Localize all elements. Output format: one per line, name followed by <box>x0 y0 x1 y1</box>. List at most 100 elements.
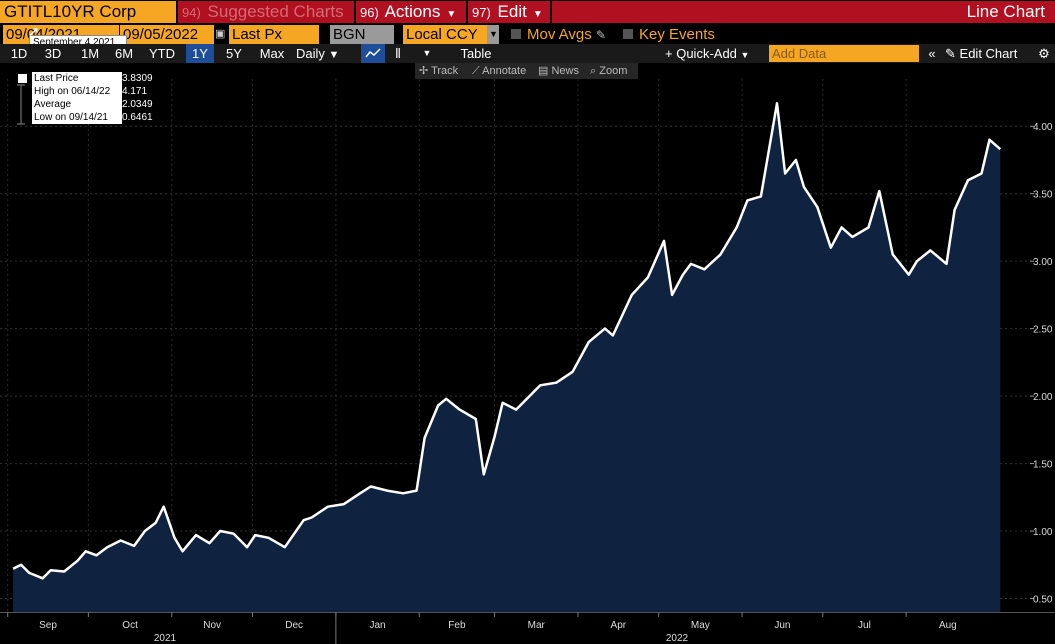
x-month-label: Jan <box>370 620 386 631</box>
y-tick-label: 2.50 <box>1033 325 1053 336</box>
ticker-field[interactable]: GTITL10YR Corp <box>0 1 176 23</box>
quick-add-menu[interactable]: + Quick-Add ▼ <box>665 44 765 63</box>
y-tick-label: 1.50 <box>1033 460 1053 471</box>
y-tick-label: 1.00 <box>1033 527 1053 538</box>
line-chart-icon[interactable] <box>361 44 385 63</box>
cursor-arrow-icon: ➚ <box>28 23 40 39</box>
candle-chart-icon[interactable]: ⫴ <box>395 46 401 61</box>
x-month-label: Mar <box>528 620 546 631</box>
checkbox-icon <box>511 29 521 39</box>
currency-selector[interactable]: Local CCY <box>403 25 487 44</box>
legend-last-price-label: Last Price <box>32 72 122 85</box>
x-month-label: Oct <box>122 620 138 631</box>
legend-low-label: Low on 09/14/21 <box>32 111 122 124</box>
range-1d-button[interactable]: 1D <box>10 46 28 61</box>
chevron-down-icon: ▼ <box>532 9 543 20</box>
chart-title: Line Chart <box>552 1 1055 23</box>
key-events-label: Key Events <box>639 26 715 43</box>
field-selector[interactable]: Last Px <box>229 25 319 44</box>
crosshair-icon: ✢ <box>419 65 429 77</box>
chevron-down-icon: ▼ <box>328 49 340 61</box>
zoom-tool[interactable]: ⌕ Zoom <box>590 63 627 79</box>
x-month-label: Jun <box>774 620 790 631</box>
y-tick-label: 3.50 <box>1033 190 1053 201</box>
legend-high-label: High on 06/14/22 <box>32 85 122 98</box>
y-axis: 0.50 1.00 1.50 2.00 2.50 3.00 3.50 4.00 <box>1030 122 1053 606</box>
mov-avgs-toggle[interactable]: Mov Avgs ✎ <box>508 25 618 44</box>
suggested-charts-button[interactable]: 94) Suggested Charts <box>178 1 354 23</box>
table-button[interactable]: Table <box>460 46 492 61</box>
actions-menu[interactable]: 96) Actions ▼ <box>356 1 466 23</box>
chevron-down-icon[interactable]: ▼ <box>487 25 499 44</box>
range-ytd-button[interactable]: YTD <box>149 46 175 61</box>
line-icon: ⟋ <box>472 65 480 77</box>
periodicity-selector[interactable]: Daily ▼ <box>296 44 352 63</box>
chevron-down-icon[interactable]: ▼ <box>422 48 432 58</box>
y-tick-label: 0.50 <box>1033 595 1053 606</box>
end-date-field[interactable]: 09/05/2022 <box>120 25 214 44</box>
edit-chart-button[interactable]: ✎ Edit Chart <box>945 44 1031 63</box>
track-tool[interactable]: ✢ Track <box>419 63 458 79</box>
x-month-label: Feb <box>448 620 466 631</box>
price-area <box>13 103 1001 613</box>
legend-swatch <box>18 74 27 83</box>
edit-label: Edit <box>497 2 527 21</box>
mov-avgs-label: Mov Avgs <box>527 26 592 43</box>
annotate-tool[interactable]: ⟋ Annotate <box>472 63 526 79</box>
checkbox-icon <box>623 29 633 39</box>
track-label: Track <box>431 65 459 77</box>
parameters-bar: 09/04/2021 09/05/2022 ▣ Last Px BGN Loca… <box>0 24 1055 44</box>
zoom-icon: ⌕ <box>590 65 597 77</box>
legend-last-price-value: 3.8309 <box>122 73 153 84</box>
suggested-num: 94) <box>182 5 201 20</box>
annotate-label: Annotate <box>482 65 527 77</box>
x-month-label: May <box>691 620 710 631</box>
x-year-label: 2021 <box>154 633 177 644</box>
suggested-label: Suggested Charts <box>207 2 344 21</box>
source-field[interactable]: BGN <box>330 25 394 44</box>
calendar-icon[interactable]: ▣ <box>215 28 226 40</box>
collapse-icon[interactable]: « <box>928 46 936 61</box>
chart-legend: Last Price 3.8309 High on 06/14/22 4.171… <box>10 72 160 126</box>
edit-num: 97) <box>472 5 491 20</box>
chart-tools-bar: ✢ Track ⟋ Annotate ▤ News ⌕ Zoom <box>415 63 638 79</box>
price-line <box>12 102 1002 580</box>
edit-menu[interactable]: 97) Edit ▼ <box>468 1 550 23</box>
range-5y-button[interactable]: 5Y <box>226 46 242 61</box>
news-icon: ▤ <box>538 65 549 77</box>
key-events-toggle[interactable]: Key Events <box>620 25 730 44</box>
x-month-label: Aug <box>939 620 957 631</box>
news-label: News <box>551 65 579 77</box>
x-month-label: Dec <box>285 620 303 631</box>
news-tool[interactable]: ▤ News <box>538 63 579 79</box>
actions-label: Actions <box>384 2 441 21</box>
x-axis-line <box>0 612 1055 613</box>
x-month-label: Jul <box>858 620 871 631</box>
x-month-label: Nov <box>203 620 221 631</box>
range-3d-button[interactable]: 3D <box>44 46 62 61</box>
add-data-input[interactable]: Add Data <box>769 45 919 62</box>
range-1m-button[interactable]: 1M <box>80 46 100 61</box>
legend-average-value: 2.0349 <box>122 99 153 110</box>
x-month-label: Sep <box>39 620 57 631</box>
chevron-down-icon: ▼ <box>740 50 750 60</box>
pencil-icon: ✎ <box>595 28 606 42</box>
chevron-down-icon: ▼ <box>446 9 457 20</box>
price-chart[interactable]: 0.50 1.00 1.50 2.00 2.50 3.00 3.50 4.00 Sep Oct N… <box>0 79 1055 644</box>
range-6m-button[interactable]: 6M <box>114 46 134 61</box>
periodicity-label: Daily <box>296 46 325 61</box>
legend-average-label: Average <box>32 98 122 111</box>
zoom-label: Zoom <box>599 65 628 77</box>
range-max-button[interactable]: Max <box>259 46 285 61</box>
gear-icon[interactable]: ⚙ <box>1038 46 1050 61</box>
legend-low-value: 0.6461 <box>122 112 153 123</box>
y-tick-label: 3.00 <box>1033 257 1053 268</box>
x-axis: Sep Oct Nov Dec Jan Feb Mar Apr May Jun Jul Aug 2021… <box>7 612 957 644</box>
x-year-label: 2022 <box>666 633 689 644</box>
plus-icon: + <box>665 46 673 61</box>
range-1y-button[interactable]: 1Y <box>186 44 214 63</box>
edit-chart-label: Edit Chart <box>959 46 1018 61</box>
top-command-bar: GTITL10YR Corp 94) Suggested Charts 96) … <box>0 0 1055 24</box>
legend-markers <box>17 74 27 125</box>
legend-high-value: 4.171 <box>122 86 148 97</box>
